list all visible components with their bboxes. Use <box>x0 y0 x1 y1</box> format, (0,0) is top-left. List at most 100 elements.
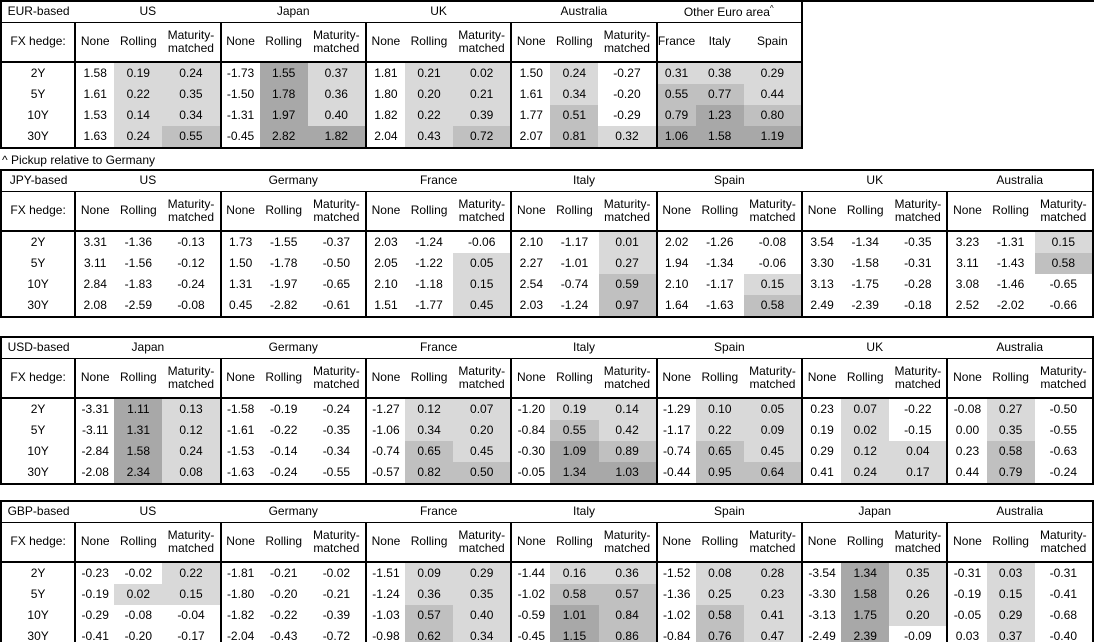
value-cell: 0.89 <box>598 441 657 462</box>
country-header: Japan <box>75 337 221 359</box>
value-cell: -1.17 <box>550 231 599 253</box>
value-cell: 0.19 <box>550 398 599 420</box>
value-cell: 2.02 <box>655 231 696 253</box>
value-cell: -0.22 <box>259 420 308 441</box>
value-cell: 0.41 <box>743 605 803 626</box>
country-header: France <box>365 501 512 523</box>
column-header: Maturity-matched <box>453 22 512 63</box>
value-cell: -1.24 <box>364 584 406 605</box>
tenor-label: 10Y <box>27 607 49 622</box>
value-cell: 2.08 <box>74 295 115 317</box>
tenor-label: 5Y <box>30 586 46 601</box>
value-cell: -0.08 <box>162 295 221 317</box>
value-cell: -3.54 <box>801 562 842 584</box>
value-cell: 1.58 <box>114 441 163 462</box>
value-cell: 0.58 <box>550 584 599 605</box>
value-cell: 1.58 <box>841 584 890 605</box>
value-cell: -1.06 <box>364 420 406 441</box>
value-cell: -0.31 <box>889 253 948 274</box>
value-cell: 0.34 <box>453 626 512 642</box>
column-header: Italy <box>695 22 744 63</box>
tenor-label: 5Y <box>30 255 46 270</box>
column-header: Rolling <box>986 522 1035 563</box>
value-cell: 1.82 <box>364 105 405 126</box>
value-cell: 0.64 <box>743 462 803 484</box>
value-cell: -0.55 <box>1034 420 1093 441</box>
value-cell: 0.05 <box>743 398 803 420</box>
value-cell: 0.82 <box>405 462 454 484</box>
value-cell: -1.31 <box>986 231 1035 253</box>
country-header: Spain <box>656 170 803 192</box>
column-header: None <box>655 358 696 399</box>
column-header: Maturity-matched <box>162 22 221 63</box>
value-cell: -1.56 <box>114 253 163 274</box>
value-cell: 0.24 <box>162 441 221 462</box>
value-cell: 0.24 <box>550 62 599 84</box>
value-cell: 0.72 <box>453 126 512 148</box>
column-header: Maturity-matched <box>743 191 803 232</box>
value-cell: 0.15 <box>743 274 803 295</box>
value-cell: 0.09 <box>405 562 454 584</box>
value-cell: 0.97 <box>598 295 657 317</box>
fx-hedge-label: FX hedge: <box>1 22 76 63</box>
value-cell: 2.34 <box>114 462 163 484</box>
column-header: Rolling <box>550 191 599 232</box>
value-cell: 2.07 <box>510 126 551 148</box>
value-cell: -0.55 <box>307 462 366 484</box>
country-header: Germany <box>220 337 366 359</box>
value-cell: -0.02 <box>114 562 163 584</box>
value-cell: 0.40 <box>307 105 366 126</box>
column-header: Maturity-matched <box>889 358 948 399</box>
table-row: 10Y 2.84 -1.83 -0.24 1.31 -1.97 -0.65 2.10 -1.18… <box>1 274 1093 295</box>
value-cell: -0.13 <box>162 231 221 253</box>
value-cell: 0.31 <box>655 62 696 84</box>
country-header: Germany <box>220 170 366 192</box>
column-header: None <box>364 358 406 399</box>
value-cell: -0.98 <box>364 626 406 642</box>
value-cell: -0.50 <box>1034 398 1093 420</box>
value-cell: -1.97 <box>259 274 308 295</box>
value-cell: -0.37 <box>307 231 366 253</box>
value-cell: -3.31 <box>74 398 115 420</box>
value-cell: -0.84 <box>510 420 551 441</box>
value-cell: -0.02 <box>307 562 366 584</box>
value-cell: -1.27 <box>364 398 406 420</box>
column-header: None <box>219 22 260 63</box>
value-cell: 2.39 <box>841 626 890 642</box>
value-cell: 0.10 <box>695 398 744 420</box>
value-cell: 0.42 <box>598 420 657 441</box>
value-cell: 3.08 <box>946 274 987 295</box>
value-cell: -0.24 <box>1034 462 1093 484</box>
country-header: Italy <box>511 501 657 523</box>
value-cell: -2.39 <box>841 295 890 317</box>
table-row: 30Y 1.63 0.24 0.55 -0.45 2.82 1.82 2.04 0.43 0.72… <box>1 126 802 148</box>
country-header: Spain <box>656 337 803 359</box>
value-cell: -0.24 <box>162 274 221 295</box>
column-header: Maturity-matched <box>598 522 657 563</box>
column-header: None <box>364 22 405 63</box>
value-cell: 0.29 <box>986 605 1035 626</box>
value-cell: -0.57 <box>364 462 406 484</box>
data-table: GBP-based US Germany France Italy Spain Japan A… <box>0 500 1094 642</box>
value-cell: -0.45 <box>219 126 260 148</box>
value-cell: 0.22 <box>404 105 454 126</box>
value-cell: -1.53 <box>219 441 260 462</box>
value-cell: 3.23 <box>946 231 987 253</box>
value-cell: 0.02 <box>841 420 890 441</box>
value-cell: -0.29 <box>74 605 115 626</box>
value-cell: 0.35 <box>986 420 1035 441</box>
table-gbp-based: GBP-based US Germany France Italy Spain Japan A… <box>0 500 1094 642</box>
value-cell: -1.46 <box>986 274 1035 295</box>
value-cell: -0.50 <box>307 253 366 274</box>
value-cell: 0.35 <box>162 84 221 105</box>
country-header: Australia <box>947 170 1093 192</box>
top-rule <box>0 0 1094 2</box>
value-cell: 0.55 <box>162 126 221 148</box>
value-cell: 0.28 <box>743 562 803 584</box>
column-header: Maturity-matched <box>453 358 512 399</box>
value-cell: 3.31 <box>74 231 115 253</box>
country-header: France <box>365 170 512 192</box>
value-cell: 2.03 <box>364 231 406 253</box>
country-header: UK <box>365 2 512 23</box>
value-cell: -2.02 <box>986 295 1035 317</box>
